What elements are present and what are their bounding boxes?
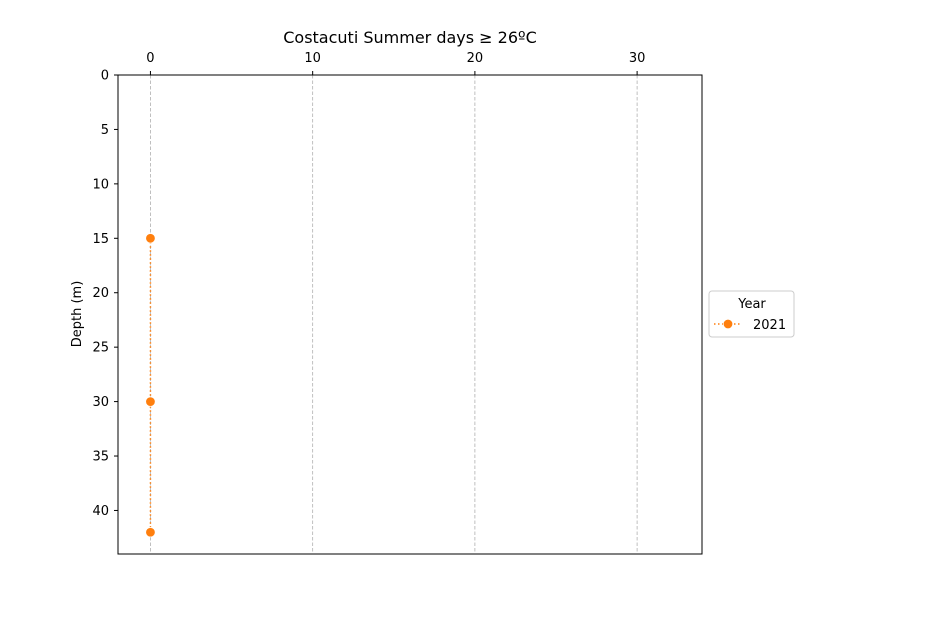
y-tick-label-25: 25 [92,341,109,356]
x-tick-label-0: 0 [146,51,154,66]
y-tick-label-10: 10 [92,177,109,192]
data-point-2021-depth-42 [145,527,156,538]
grid-lines [150,75,638,554]
y-tick-label-0: 0 [101,69,109,84]
y-tick-label-40: 40 [92,504,109,519]
y-tick-label-15: 15 [92,232,109,247]
y-tick-label-30: 30 [92,395,109,410]
data-point-2021-depth-15 [145,233,156,244]
x-tick-label-10: 10 [304,51,321,66]
x-axis: 0 10 20 30 [146,51,645,75]
chart-title: Costacuti Summer days ≥ 26ºC [283,28,537,47]
x-tick-label-30: 30 [629,51,646,66]
data-point-2021-depth-30 [145,396,156,407]
plot-area-frame [117,74,703,555]
series-group [145,233,156,538]
legend-label-2021: 2021 [753,318,786,333]
legend-title: Year [737,297,766,312]
y-tick-label-20: 20 [92,286,109,301]
y-tick-label-35: 35 [92,450,109,465]
y-axis-label: Depth (m) [70,281,85,348]
legend-marker-2021 [722,318,734,330]
x-tick-label-20: 20 [467,51,484,66]
legend: Year 2021 [708,290,795,338]
y-axis: 0 5 10 15 20 25 30 35 40 [92,69,118,519]
y-tick-label-5: 5 [101,123,109,138]
